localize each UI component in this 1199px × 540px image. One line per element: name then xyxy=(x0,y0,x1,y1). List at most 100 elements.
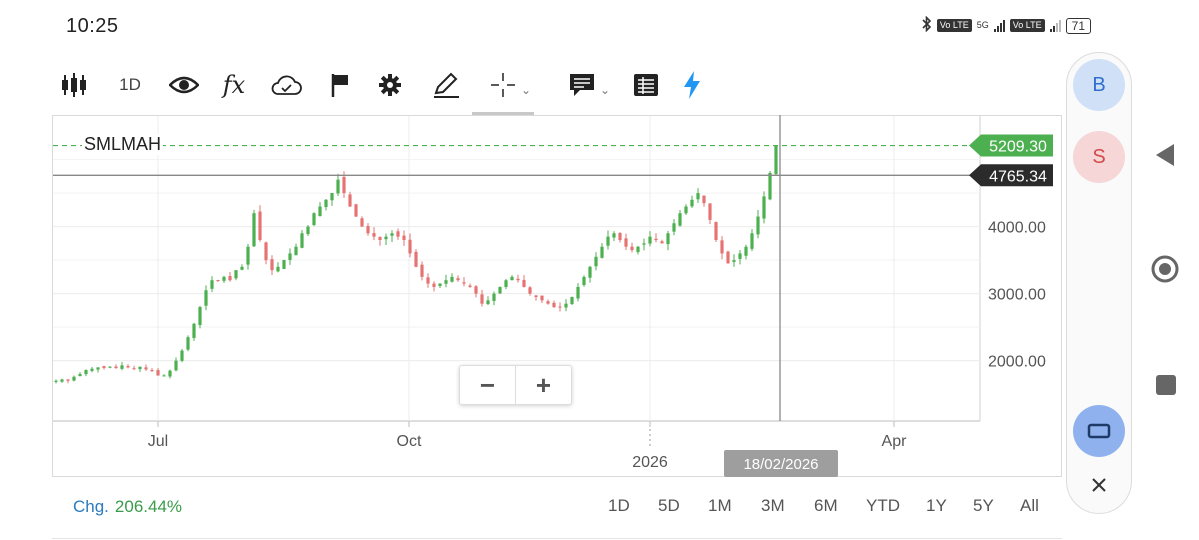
candle-down xyxy=(66,379,70,381)
chevron-down-icon: ⌄ xyxy=(520,83,532,97)
candle-up xyxy=(198,307,202,326)
candle-down xyxy=(624,238,628,247)
flag-icon[interactable] xyxy=(322,60,358,110)
candle-up xyxy=(486,300,490,305)
system-nav-bar xyxy=(1140,0,1199,540)
y-tick-label: 2000.00 xyxy=(988,354,1046,371)
candle-up xyxy=(246,246,250,265)
range-all-button[interactable]: All xyxy=(1020,496,1039,515)
candle-up xyxy=(204,290,208,306)
candle-up xyxy=(582,276,586,286)
crosshair-price-tag xyxy=(969,164,1053,187)
candle-up xyxy=(96,367,100,370)
range-ytd-button[interactable]: YTD xyxy=(866,496,900,515)
zoom-in-button[interactable]: + xyxy=(515,366,571,404)
candle-down xyxy=(456,278,460,281)
candle-up xyxy=(312,213,316,226)
candle-down xyxy=(132,368,136,370)
candle-up xyxy=(180,350,184,361)
candle-up xyxy=(690,199,694,207)
candle-down xyxy=(420,264,424,277)
candle-down xyxy=(258,211,262,241)
candle-up xyxy=(186,337,190,350)
pencil-icon[interactable] xyxy=(426,60,466,110)
candle-down xyxy=(372,233,376,237)
candle-up xyxy=(444,280,448,284)
network-type: 5G xyxy=(976,20,989,30)
candle-up xyxy=(636,246,640,253)
back-button[interactable] xyxy=(1152,142,1176,173)
candle-up xyxy=(510,276,514,281)
candle-up xyxy=(750,233,754,249)
eye-icon[interactable] xyxy=(164,60,204,110)
candle-down xyxy=(366,226,370,234)
candle-up xyxy=(774,145,778,175)
x-tick-label: 2026 xyxy=(632,454,668,471)
zoom-controls: − + xyxy=(459,365,572,405)
candles-group xyxy=(54,145,778,384)
range-5d-button[interactable]: 5D xyxy=(658,496,680,515)
candle-up xyxy=(450,276,454,282)
status-time: 10:25 xyxy=(66,15,119,37)
candle-up xyxy=(210,280,214,289)
cloud-check-icon[interactable] xyxy=(266,60,306,110)
range-1y-button[interactable]: 1Y xyxy=(926,496,947,515)
chart-frame xyxy=(52,115,1062,477)
candle-down xyxy=(480,294,484,304)
candle-up xyxy=(282,260,286,269)
range-3m-button[interactable]: 3M xyxy=(761,496,785,515)
candle-up xyxy=(54,380,58,382)
comment-icon[interactable]: ⌄ xyxy=(558,60,620,110)
back-triangle-icon xyxy=(1156,144,1174,166)
candle-up xyxy=(384,236,388,240)
close-panel-button[interactable] xyxy=(1073,459,1125,511)
candle-down xyxy=(414,251,418,267)
candle-up xyxy=(648,236,652,244)
candle-down xyxy=(462,282,466,284)
bluetooth-icon xyxy=(922,15,932,35)
candle-down xyxy=(522,280,526,287)
candle-up xyxy=(90,368,94,371)
crosshair-date-label: 18/02/2026 xyxy=(743,456,818,473)
candle-down xyxy=(630,246,634,251)
candle-up xyxy=(108,366,112,368)
candle-up xyxy=(732,260,736,262)
candle-down xyxy=(342,176,346,194)
interval-button[interactable]: 1D xyxy=(119,75,141,94)
range-1m-button[interactable]: 1M xyxy=(708,496,732,515)
candle-down xyxy=(552,302,556,308)
signal-strength-icon xyxy=(993,19,1005,32)
candle-down xyxy=(378,237,382,241)
candle-up xyxy=(60,379,64,382)
price-chart[interactable]: 4000.00 3000.00 2000.00 Jul Oct 2026 Apr 5209.3… xyxy=(52,115,1062,477)
candle-up xyxy=(594,256,598,267)
change-value: 206.44% xyxy=(114,497,183,516)
function-icon[interactable]: fx xyxy=(216,60,252,110)
candle-down xyxy=(546,301,550,304)
candle-down xyxy=(618,232,622,241)
candle-down xyxy=(516,278,520,281)
candle-up xyxy=(744,246,748,256)
candle-up xyxy=(252,213,256,247)
candle-down xyxy=(402,235,406,241)
home-button[interactable] xyxy=(1150,254,1180,289)
sell-button[interactable]: S xyxy=(1073,131,1125,183)
candlestick-icon[interactable] xyxy=(52,60,96,110)
table-icon[interactable] xyxy=(626,60,666,110)
window-toggle-button[interactable] xyxy=(1073,405,1125,457)
gear-icon[interactable] xyxy=(372,60,408,110)
crosshair-icon[interactable]: ⌄ xyxy=(480,60,540,110)
candle-down xyxy=(702,195,706,204)
candle-up xyxy=(84,370,88,375)
recents-button[interactable] xyxy=(1155,374,1177,401)
lightning-icon[interactable] xyxy=(674,60,710,110)
chart-canvas[interactable]: 4000.00 3000.00 2000.00 Jul Oct 2026 Apr 5209.3… xyxy=(52,115,1062,477)
candle-up xyxy=(162,375,166,377)
buy-button[interactable]: B xyxy=(1073,59,1125,111)
candle-up xyxy=(300,233,304,248)
zoom-out-button[interactable]: − xyxy=(479,369,496,400)
range-6m-button[interactable]: 6M xyxy=(814,496,838,515)
candle-down xyxy=(126,366,130,368)
range-5y-button[interactable]: 5Y xyxy=(973,496,994,515)
range-1d-button[interactable]: 1D xyxy=(608,496,630,515)
